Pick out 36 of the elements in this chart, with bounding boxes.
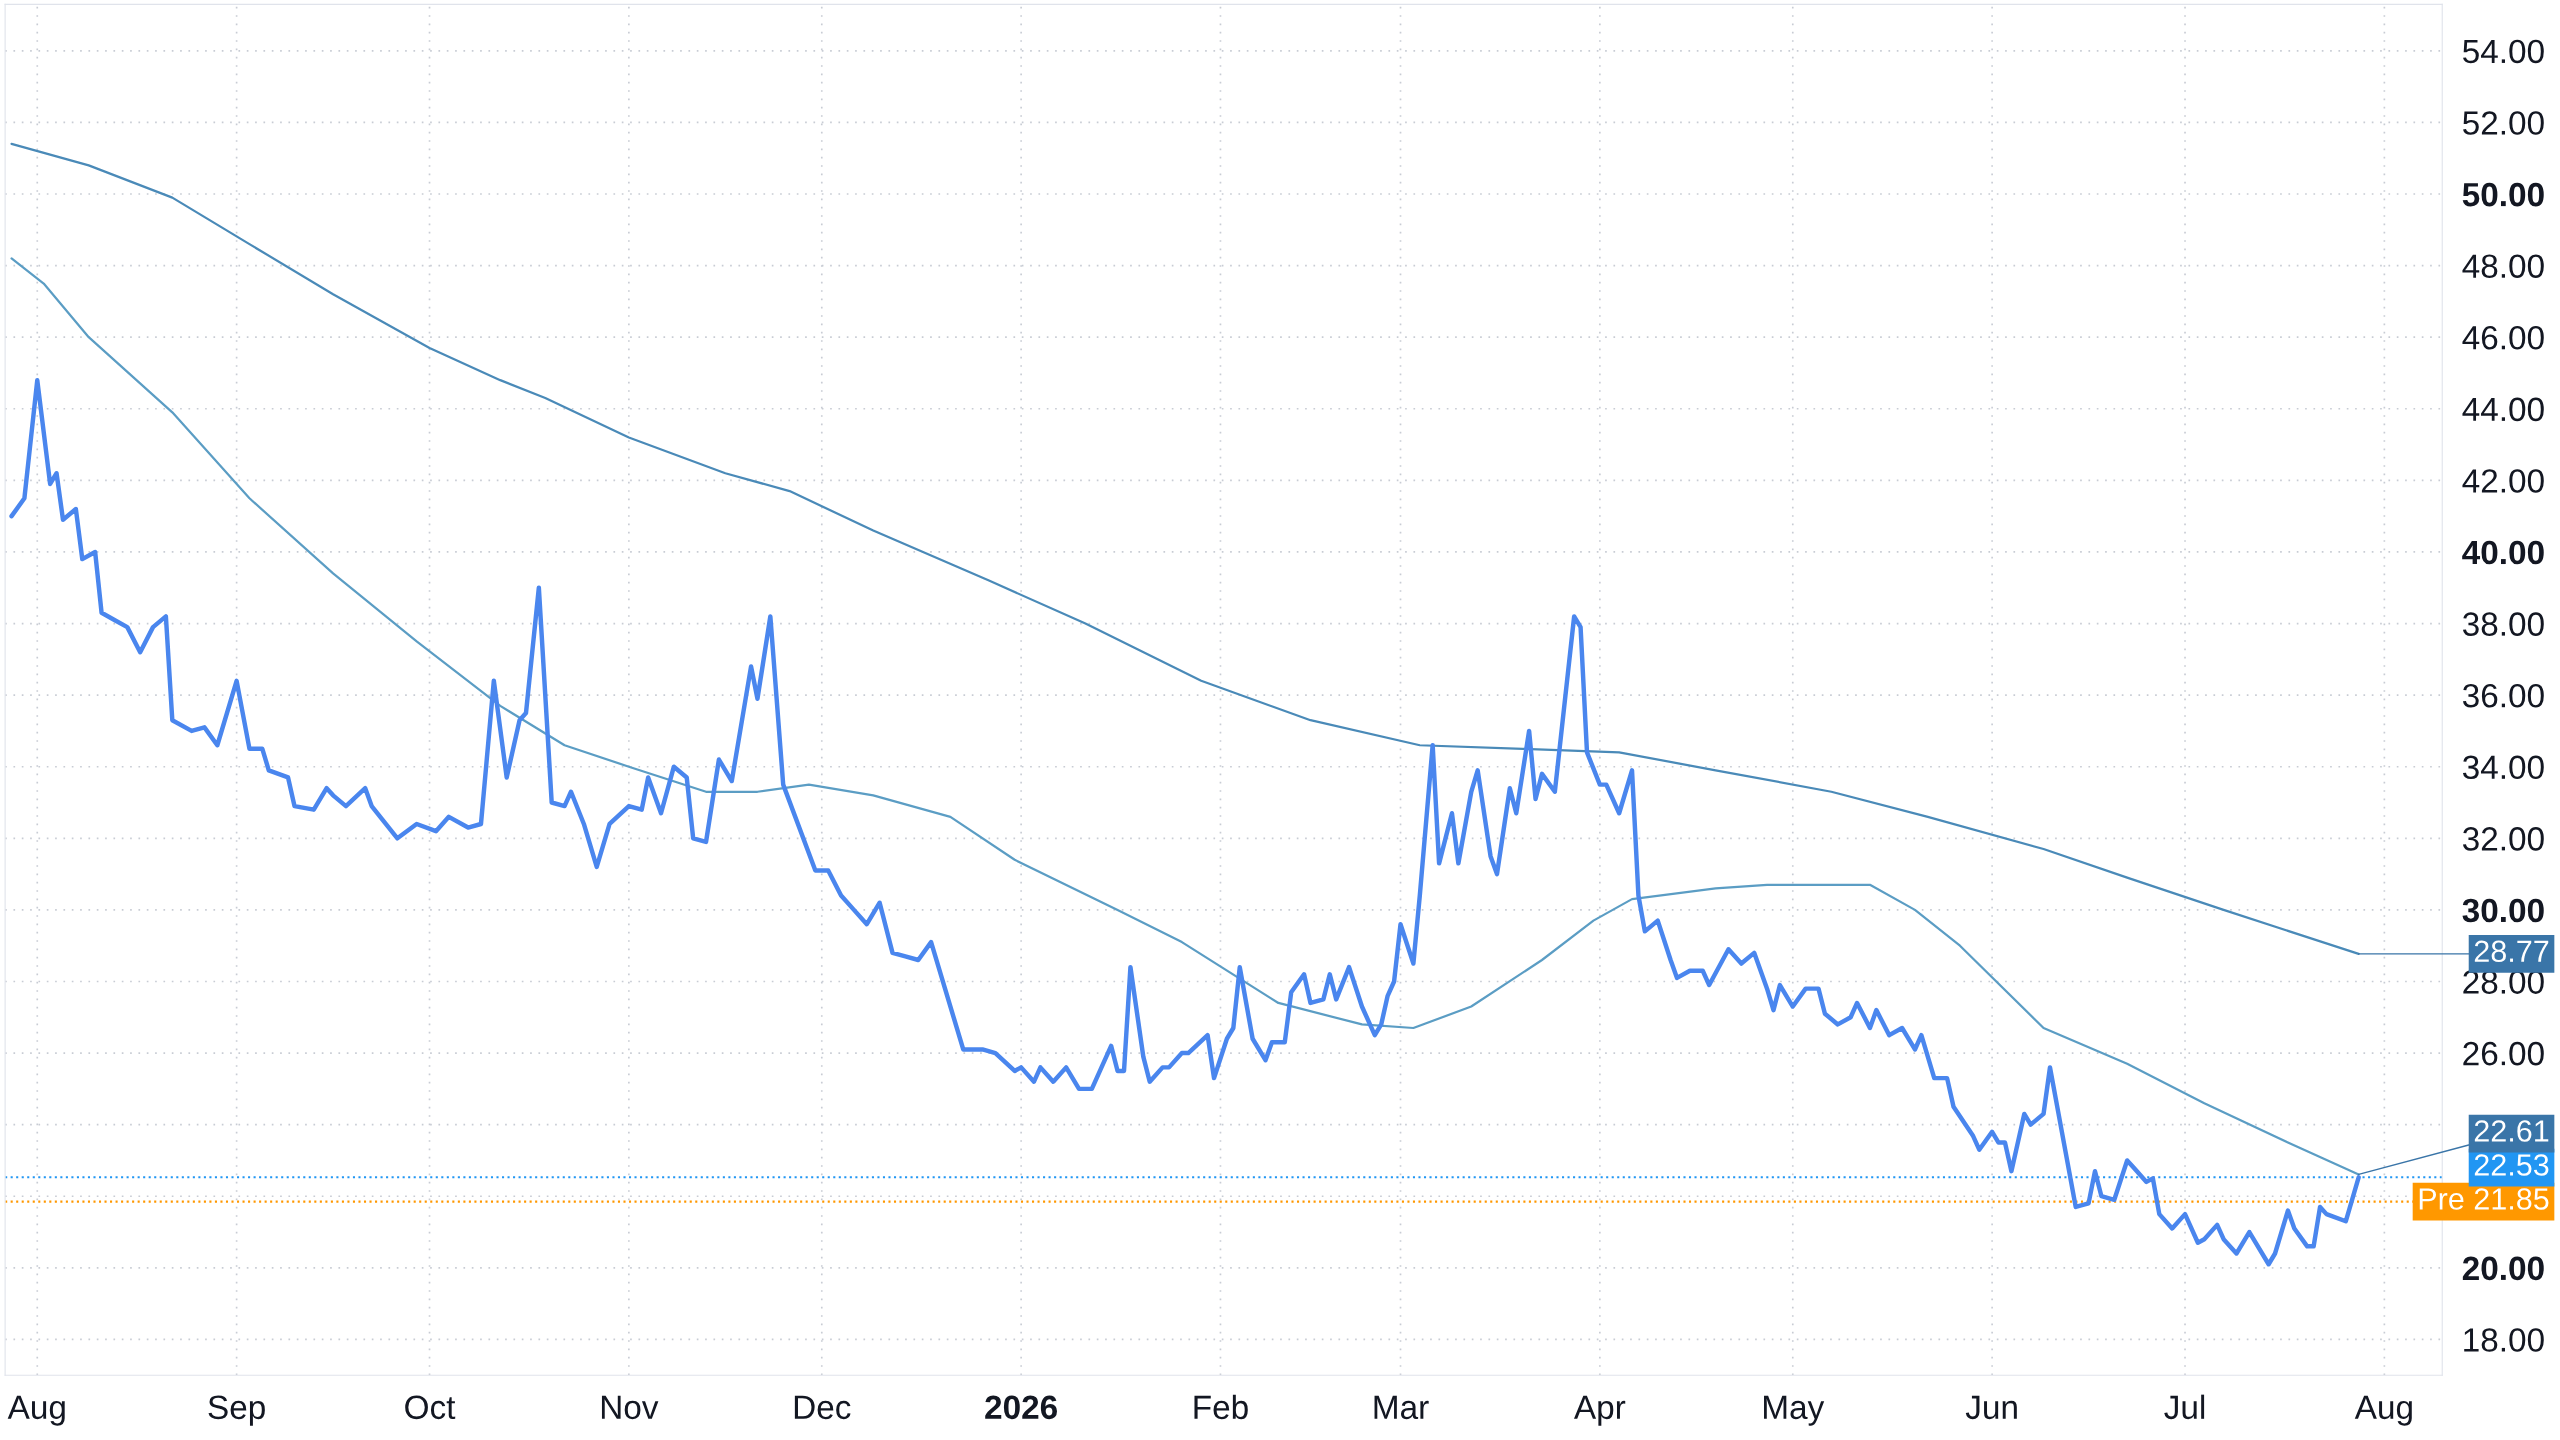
- y-tick-label: 40.00: [2462, 540, 2544, 565]
- y-tick-label: 48.00: [2462, 254, 2544, 279]
- y-tick-label: 30.00: [2462, 898, 2544, 923]
- y-tick-label: 46.00: [2462, 326, 2544, 350]
- x-tick-label: Jun: [1965, 1395, 2017, 1420]
- x-tick-label: Nov: [601, 1395, 659, 1420]
- y-tick-label: 32.00: [2462, 827, 2544, 851]
- x-tick-label: Aug: [7, 1395, 65, 1426]
- x-tick-label: Apr: [1573, 1395, 1626, 1426]
- y-tick-label: 36.00: [2462, 683, 2544, 708]
- ref-line-label: Pre 21.85: [2419, 1188, 2549, 1210]
- annotation: 28.77: [2474, 940, 2549, 963]
- annotation: 22.61: [2474, 1120, 2549, 1142]
- x-tick-label: May: [1764, 1395, 1825, 1426]
- y-tick-label: 26.00: [2463, 1041, 2544, 1066]
- y-tick-label: 52.00: [2463, 111, 2544, 135]
- y-tick-label: 18.00: [2464, 1328, 2544, 1352]
- y-tick-label: 54.00: [2463, 39, 2544, 64]
- line-series: [10, 257, 2360, 1176]
- x-tick-label: Feb: [1194, 1394, 1248, 1420]
- x-tick-label: Jul: [2164, 1394, 2205, 1420]
- x-tick-label: Sep: [208, 1395, 265, 1426]
- ref-line-label: 22.53: [2474, 1154, 2549, 1176]
- line-series: [9, 377, 2361, 1267]
- y-tick-label: 44.00: [2462, 397, 2544, 422]
- y-tick-label: 34.00: [2462, 755, 2544, 780]
- x-tick-label: Oct: [405, 1395, 456, 1420]
- y-tick-label: 50.00: [2462, 182, 2544, 207]
- y-tick-label: 42.00: [2462, 469, 2544, 493]
- y-tick-label: 38.00: [2462, 612, 2544, 636]
- line-series: [10, 142, 2360, 956]
- x-tick-label: Mar: [1374, 1395, 1429, 1420]
- y-tick-label: 20.00: [2462, 1256, 2544, 1281]
- x-tick-label: Aug: [2354, 1395, 2412, 1426]
- x-tick-label: Dec: [794, 1395, 851, 1420]
- x-tick-label: 2026: [985, 1395, 1057, 1420]
